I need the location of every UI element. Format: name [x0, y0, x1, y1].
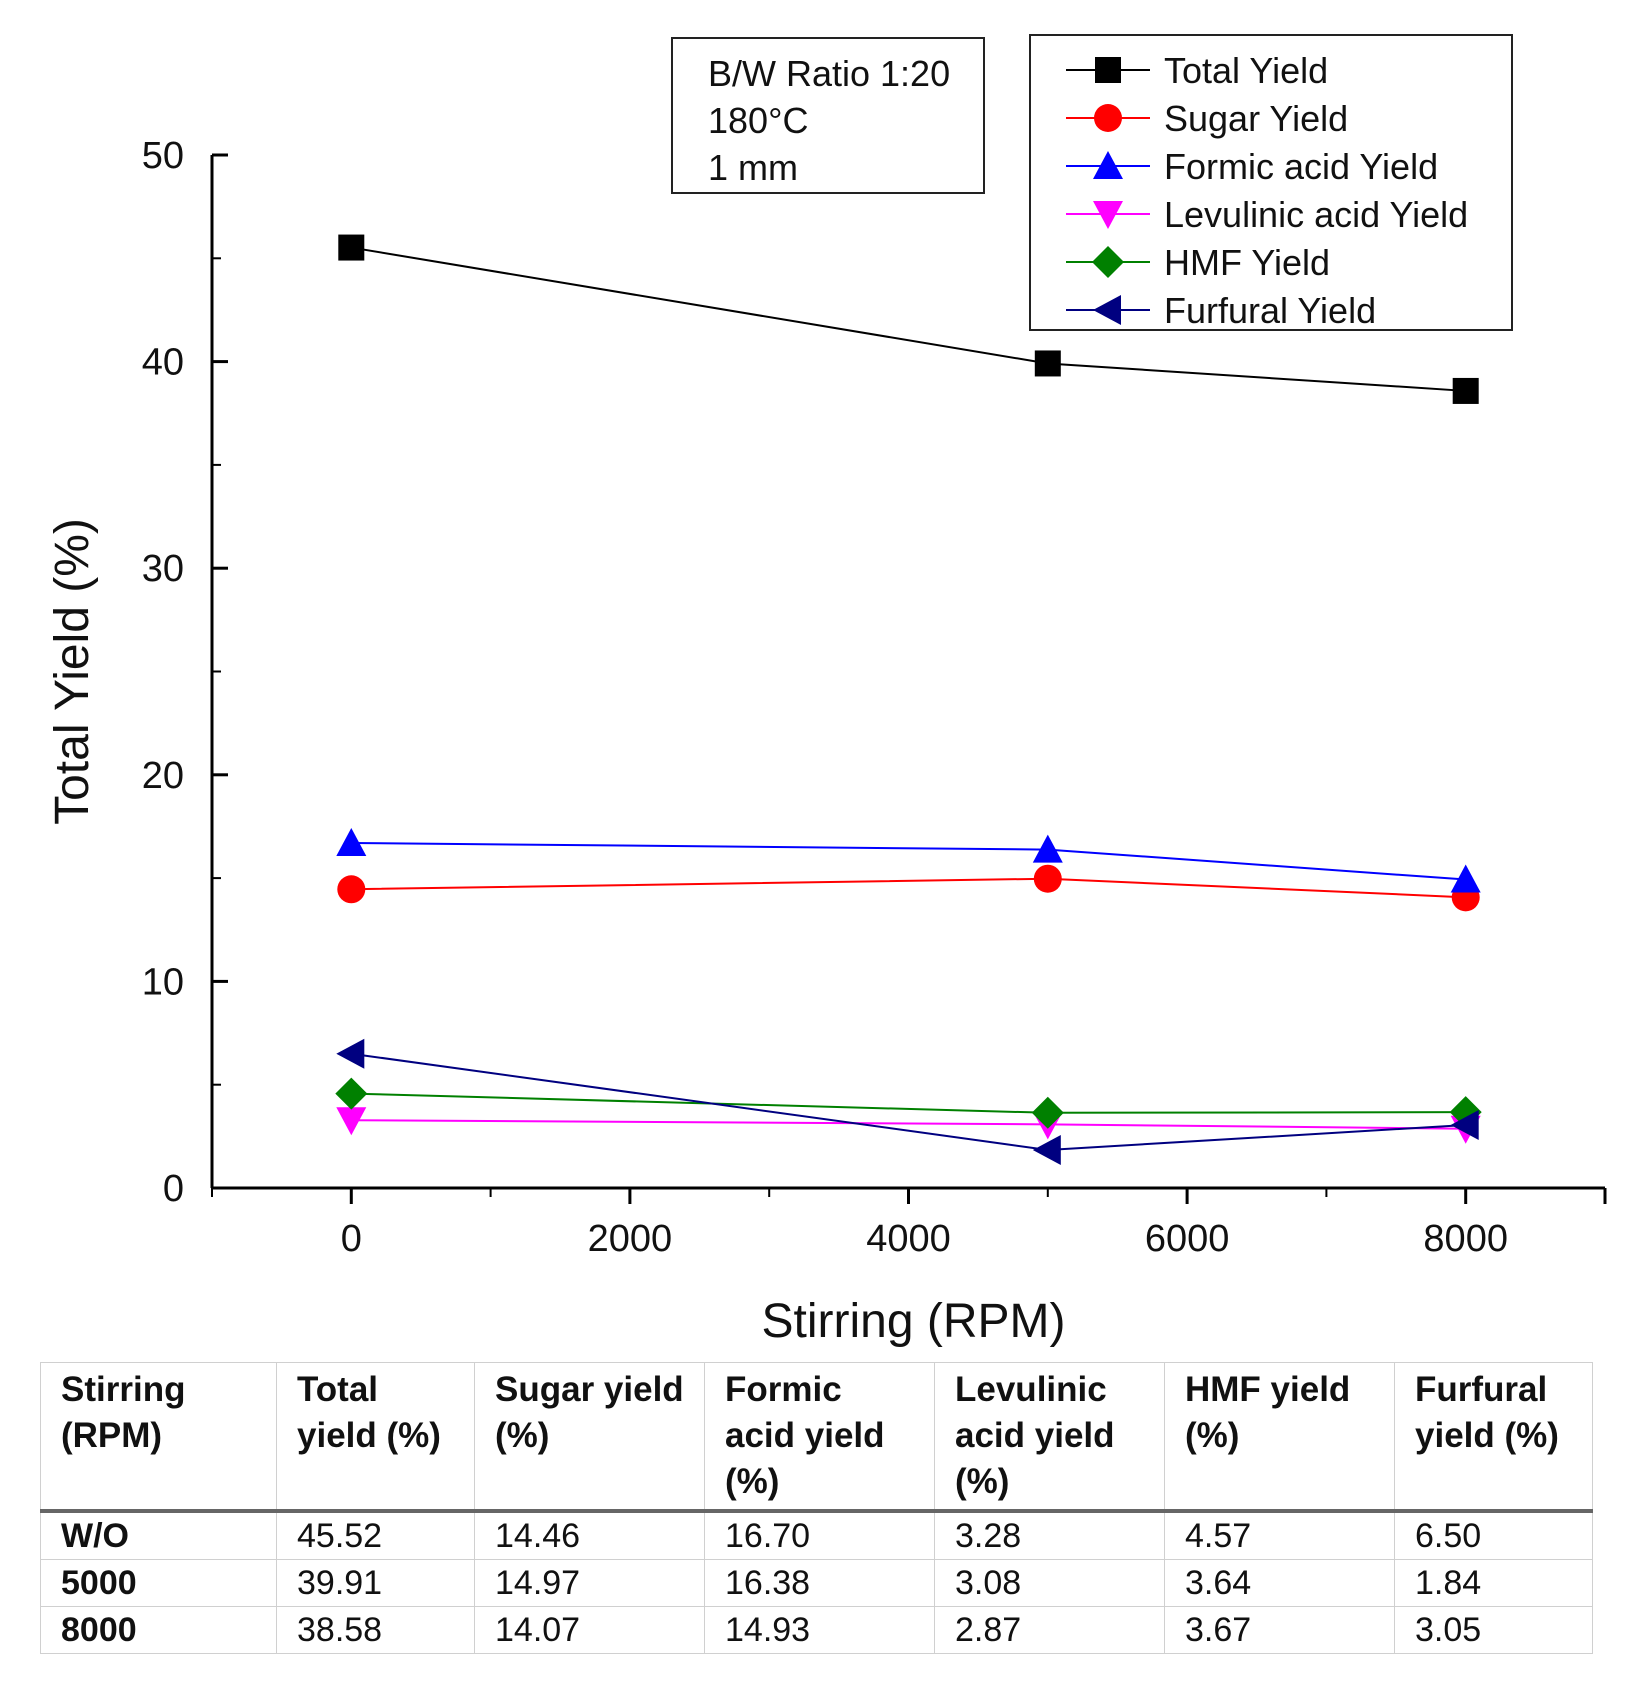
table-header-cell: Formic acid yield (%) — [704, 1362, 935, 1512]
axes: 0 10 20 30 40 50 0 2000 4000 6000 8000 Stirring (RP… — [46, 135, 1607, 1348]
x-tick-label: 6000 — [1145, 1218, 1230, 1260]
legend-marker — [1093, 201, 1123, 229]
table-row: W/O 45.52 14.46 16.70 3.28 4.57 6.50 — [40, 1509, 1593, 1560]
data-point — [336, 827, 367, 856]
table-cell: 14.93 — [704, 1606, 935, 1654]
legend-item: Sugar Yield — [1066, 98, 1348, 139]
legend-label: Sugar Yield — [1164, 98, 1348, 139]
legend-marker — [1093, 151, 1123, 179]
series-hmf-yield — [335, 1077, 1482, 1129]
y-tick-label: 20 — [142, 755, 184, 797]
data-point — [1031, 1096, 1064, 1129]
legend-item: Formic acid Yield — [1066, 146, 1438, 187]
legend-label: Total Yield — [1164, 50, 1328, 91]
series-total-yield — [338, 234, 1479, 404]
legend: Total Yield Sugar Yield Formic acid Yield L… — [1029, 34, 1513, 331]
y-tick-label: 10 — [142, 961, 184, 1003]
conditions-frame — [671, 37, 985, 194]
x-axis-title: Stirring (RPM) — [761, 1295, 1065, 1348]
series-line — [351, 1052, 1466, 1151]
series-formic-acid-yield — [336, 827, 1481, 893]
y-tick-label: 40 — [142, 342, 184, 384]
data-point — [335, 1077, 368, 1110]
table-header-cell: Stirring (RPM) — [40, 1362, 277, 1512]
legend-frame — [1029, 34, 1513, 331]
data-point — [1034, 350, 1061, 377]
table-header-cell: HMF yield (%) — [1164, 1362, 1395, 1512]
legend-label: Levulinic acid Yield — [1164, 194, 1468, 235]
table-cell: 45.52 — [276, 1509, 475, 1560]
legend-label: HMF Yield — [1164, 242, 1330, 283]
table-cell: 3.28 — [934, 1509, 1165, 1560]
condition-label: B/W Ratio 1:20 — [708, 53, 950, 94]
table-cell: 6.50 — [1394, 1509, 1593, 1560]
legend-item: Total Yield — [1066, 50, 1328, 91]
table-header-cell: Sugar yield (%) — [474, 1362, 705, 1512]
table-cell: 14.97 — [474, 1559, 705, 1607]
y-tick-label: 30 — [142, 548, 184, 590]
legend-item: HMF Yield — [1066, 242, 1330, 283]
table-row: 8000 38.58 14.07 14.93 2.87 3.67 3.05 — [40, 1606, 1593, 1654]
series-sugar-yield — [337, 864, 1480, 912]
legend-label: Formic acid Yield — [1164, 146, 1438, 187]
legend-marker — [1092, 246, 1124, 278]
table-cell: 16.38 — [704, 1559, 935, 1607]
table-header-cell: Total yield (%) — [276, 1362, 475, 1512]
table-cell: 2.87 — [934, 1606, 1165, 1654]
data-point — [1033, 864, 1062, 893]
y-tick-label: 50 — [142, 135, 184, 177]
series-line — [351, 1092, 1466, 1114]
line-chart: 0 10 20 30 40 50 0 2000 4000 6000 8000 Stirring (RP… — [46, 34, 1607, 1348]
series-layer — [335, 234, 1482, 1165]
data-point — [1032, 1134, 1061, 1165]
y-tick-label: 0 — [163, 1168, 184, 1210]
data-point — [337, 875, 366, 904]
table-cell: 39.91 — [276, 1559, 475, 1607]
table-cell: 14.46 — [474, 1509, 705, 1560]
data-point — [1450, 1109, 1479, 1140]
data-point — [338, 234, 365, 261]
series-line — [351, 1119, 1466, 1130]
series-line — [351, 877, 1466, 899]
table-cell: 38.58 — [276, 1606, 475, 1654]
y-axis-title: Total Yield (%) — [46, 518, 99, 825]
table-cell: 16.70 — [704, 1509, 935, 1560]
legend-marker — [1094, 104, 1122, 132]
data-table: Stirring (RPM) Total yield (%) Sugar yie… — [40, 1362, 1593, 1654]
data-point — [1032, 834, 1063, 863]
table-header-cell: Levulinic acid yield (%) — [934, 1362, 1165, 1512]
table-cell: 8000 — [40, 1606, 277, 1654]
table-cell: 3.05 — [1394, 1606, 1593, 1654]
table-row: 5000 39.91 14.97 16.38 3.08 3.64 1.84 — [40, 1559, 1593, 1607]
table-cell: 1.84 — [1394, 1559, 1593, 1607]
table-cell: 3.08 — [934, 1559, 1165, 1607]
condition-label: 1 mm — [708, 147, 798, 188]
legend-item: Levulinic acid Yield — [1066, 194, 1468, 235]
legend-marker — [1093, 295, 1121, 325]
series-line — [351, 841, 1466, 881]
table-cell: 5000 — [40, 1559, 277, 1607]
table-header-cell: Furfural yield (%) — [1394, 1362, 1593, 1512]
x-tick-label: 0 — [341, 1218, 362, 1260]
table-header-row: Stirring (RPM) Total yield (%) Sugar yie… — [40, 1362, 1593, 1512]
table-cell: 3.67 — [1164, 1606, 1395, 1654]
table-cell: 3.64 — [1164, 1559, 1395, 1607]
x-tick-label: 2000 — [588, 1218, 673, 1260]
legend-marker — [1095, 57, 1121, 83]
data-point — [1450, 864, 1481, 893]
data-point — [336, 1107, 367, 1136]
legend-item: Furfural Yield — [1066, 290, 1376, 331]
table-cell: 4.57 — [1164, 1509, 1395, 1560]
condition-label: 180°C — [708, 100, 808, 141]
x-tick-label: 4000 — [866, 1218, 951, 1260]
table-cell: W/O — [40, 1509, 277, 1560]
series-furfural-yield — [336, 1038, 1479, 1165]
legend-label: Furfural Yield — [1164, 290, 1376, 331]
x-tick-label: 8000 — [1423, 1218, 1508, 1260]
conditions-box: B/W Ratio 1:20 180°C 1 mm — [671, 37, 985, 194]
data-point — [1452, 377, 1479, 404]
data-point — [336, 1038, 365, 1069]
table-cell: 14.07 — [474, 1606, 705, 1654]
